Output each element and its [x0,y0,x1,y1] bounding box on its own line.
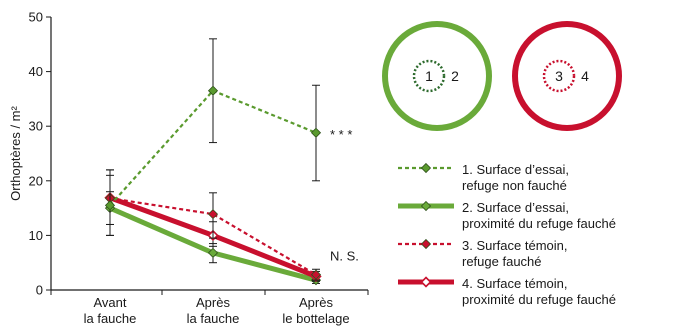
legend-swatch [398,200,454,212]
x-tick-label: la fauche [84,311,137,326]
legend-item: 2. Surface d’essai, proximité du refuge f… [396,198,696,236]
inner-label: 1 [425,68,433,84]
significance-label: * * * [330,127,352,142]
legend-item: 3. Surface témoin, refuge fauché [396,236,696,274]
y-tick-label: 50 [29,10,43,25]
legend-label-line2: proximité du refuge fauché [462,292,616,307]
legend-label-line1: 4. Surface témoin, [462,276,568,291]
outer-label: 4 [581,68,589,84]
legend-item: 1. Surface d’essai, refuge non fauché [396,160,696,198]
inner-ring [542,59,576,93]
data-point [420,238,432,250]
legend-label-line1: 1. Surface d’essai, [462,162,569,177]
y-tick-label: 10 [29,228,43,243]
series-line [109,197,317,276]
data-point [420,276,432,288]
inner-ring [412,59,446,93]
legend-item: 4. Surface témoin, proximité du refuge fa… [396,274,696,312]
legend-label-line1: 3. Surface témoin, [462,238,568,253]
outer-ring [512,21,622,131]
legend-label-line2: proximité du refuge fauché [462,216,616,231]
legend-label: 2. Surface d’essai, proximité du refuge f… [462,200,616,232]
legend-label: 3. Surface témoin, refuge fauché [462,238,568,270]
y-tick-label: 0 [36,283,43,298]
data-point [104,200,116,211]
legend-swatch [398,238,454,250]
legend-swatch [398,162,454,174]
data-point [207,85,219,96]
x-tick-label: le bottelage [282,311,349,326]
significance-label: N. S. [330,249,359,264]
inner-label: 3 [555,68,563,84]
x-tick-label: Avant [93,295,126,310]
legend-label-line1: 2. Surface d’essai, [462,200,569,215]
legend-label-line2: refuge non fauché [462,178,567,193]
legend-label: 4. Surface témoin, proximité du refuge fa… [462,276,616,308]
legend: 1. Surface d’essai, refuge non fauché 2. S… [396,160,696,312]
y-tick-label: 20 [29,173,43,188]
x-tick-label: la fauche [187,311,240,326]
outer-label: 2 [451,68,459,84]
data-point [420,200,432,212]
chart-marks: * * * N. S. [104,38,359,286]
data-point [310,127,322,138]
data-point [420,162,432,174]
legend-swatch [398,276,454,288]
x-tick-label: Après [196,295,230,310]
data-point [310,269,322,280]
outer-ring [382,21,492,131]
series-1 [104,38,322,236]
x-tick-label: Après [299,295,333,310]
data-point [207,209,219,220]
y-axis-label: Orthoptères / m² [8,106,23,201]
data-point [207,247,219,258]
y-tick-label: 40 [29,64,43,79]
legend-label: 1. Surface d’essai, refuge non fauché [462,162,569,194]
legend-label-line2: refuge fauché [462,254,542,269]
y-tick-label: 30 [29,119,43,134]
